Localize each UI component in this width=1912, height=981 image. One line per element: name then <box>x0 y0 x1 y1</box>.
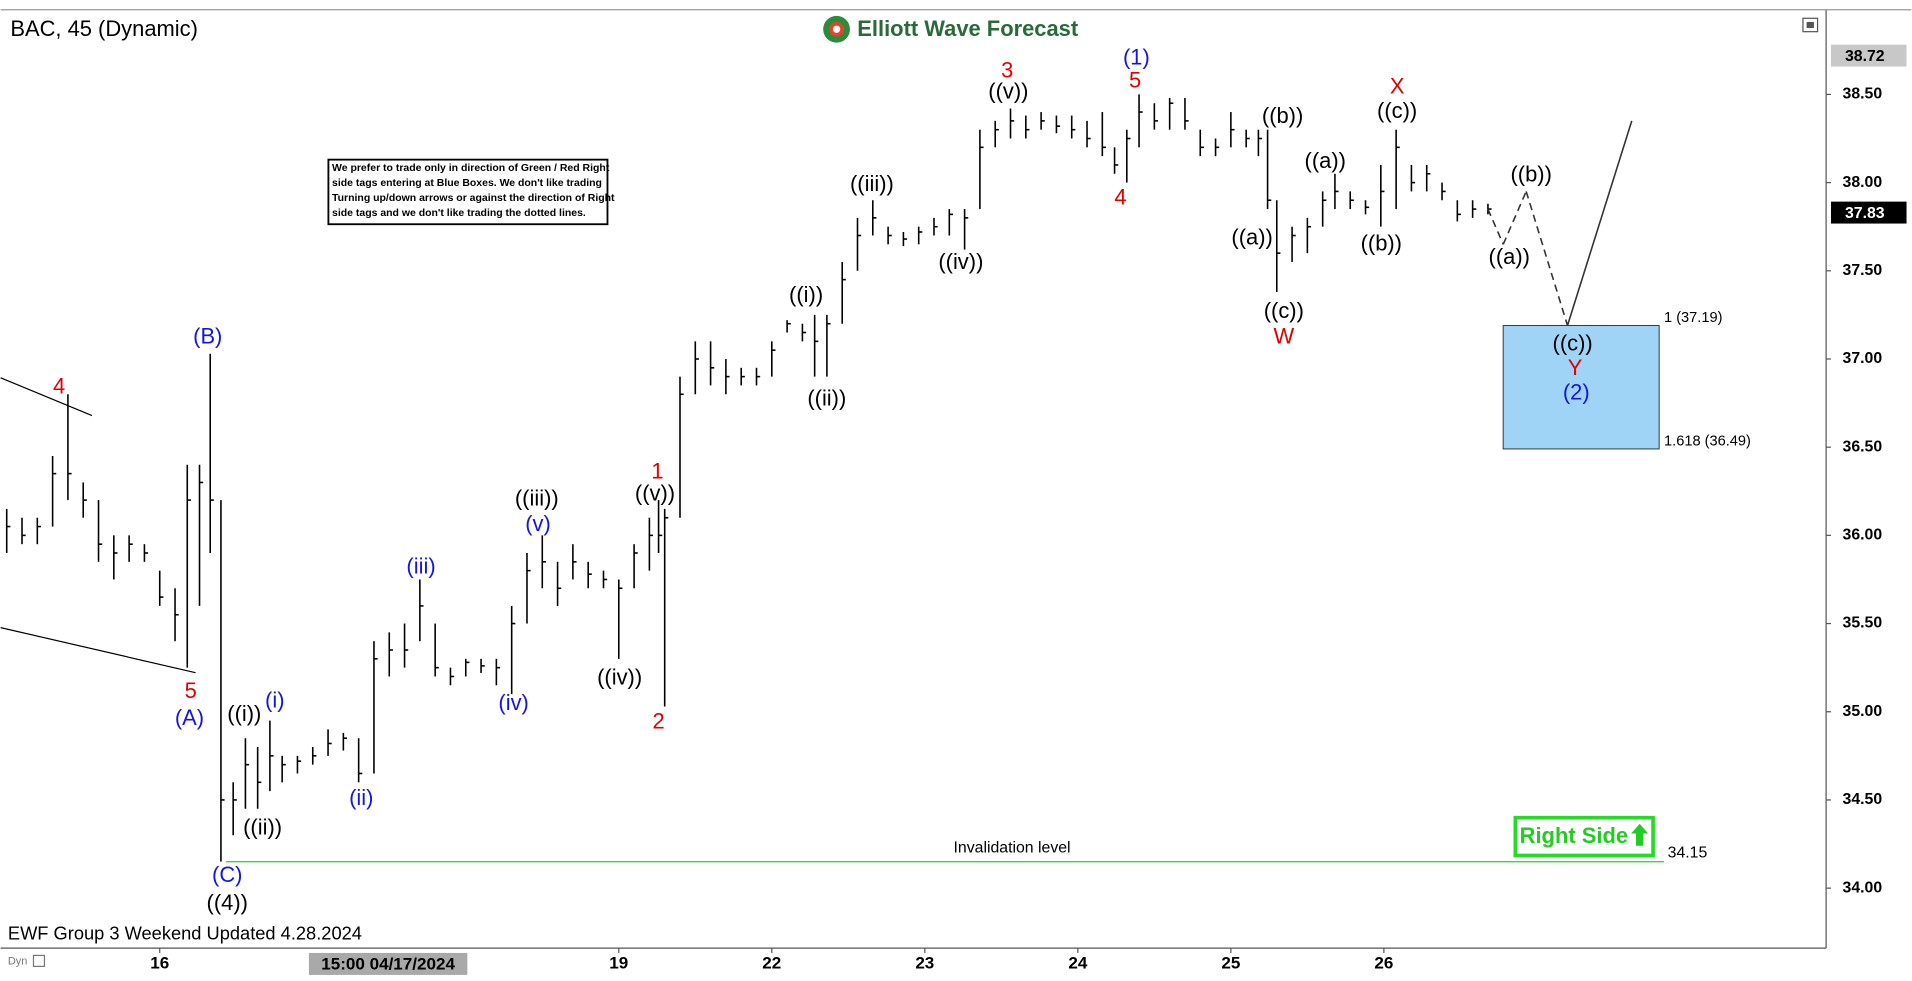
wave-label: ((v)) <box>988 78 1028 103</box>
wave-label: ((4)) <box>207 890 248 915</box>
wave-label: (i) <box>265 688 284 713</box>
target-zone <box>1502 324 1660 450</box>
wave-label: ((i)) <box>227 701 261 726</box>
right-side-tag <box>1513 815 1655 858</box>
y-tick-label: 34.50 <box>1843 791 1883 808</box>
wave-label: (2) <box>1563 379 1590 404</box>
invalidation-value: 34.15 <box>1668 844 1708 861</box>
wave-label: ((c)) <box>1553 331 1593 356</box>
y-tick-label: 36.50 <box>1843 438 1883 455</box>
x-tick-label: 24 <box>1068 953 1087 972</box>
y-tick-label: 34.00 <box>1843 879 1883 896</box>
note-line: side tags and we don't like trading the … <box>332 208 586 219</box>
wave-label: ((a)) <box>1305 148 1346 173</box>
y-tick-label: 35.50 <box>1843 615 1883 632</box>
crosshair-box <box>308 952 468 975</box>
wave-label: ((ii)) <box>807 386 846 411</box>
wave-label: (v) <box>525 511 551 536</box>
wave-label: 5 <box>185 678 197 703</box>
projection-segment <box>1502 191 1527 245</box>
note-line: Turning up/down arrows or against the di… <box>332 193 615 204</box>
wave-label: 4 <box>1114 184 1126 209</box>
wave-label: 2 <box>653 708 665 733</box>
wave-label: ((i)) <box>789 282 823 307</box>
x-tick-label: 25 <box>1221 953 1240 972</box>
wave-label: ((a)) <box>1489 244 1530 269</box>
window-icon[interactable] <box>1802 17 1819 33</box>
zone-label: 1 (37.19) <box>1664 310 1722 326</box>
wave-label: ((b)) <box>1361 231 1402 256</box>
y-tick-label: 37.00 <box>1843 350 1883 367</box>
wave-label: ((a)) <box>1231 225 1272 250</box>
logo-icon <box>832 25 841 33</box>
footer-small: Dyn <box>8 955 27 967</box>
window-icon[interactable] <box>1806 21 1814 29</box>
projection-segment <box>1525 191 1569 326</box>
y-tick-label: 37.50 <box>1843 262 1883 279</box>
up-arrow <box>1631 823 1649 846</box>
wave-label: ((iv)) <box>938 249 983 274</box>
wave-label: 4 <box>53 373 65 398</box>
wave-label: W <box>1273 323 1294 348</box>
small-icon <box>32 954 46 967</box>
wave-label: ((iv)) <box>597 665 642 690</box>
brand-logo: Elliott Wave Forecast <box>823 15 1079 43</box>
wave-label: (A) <box>175 705 204 730</box>
note-line: side tags entering at Blue Boxes. We don… <box>332 178 602 189</box>
wave-label: (1) <box>1123 44 1150 69</box>
y-tick-label: 38.00 <box>1843 174 1883 191</box>
chart-title: BAC, 45 (Dynamic) <box>10 16 198 41</box>
price-tag <box>1830 44 1907 67</box>
wave-label: ((iii)) <box>515 485 559 510</box>
wave-label: 3 <box>1001 58 1013 83</box>
x-tick-label: 16 <box>150 953 169 972</box>
wave-label: X <box>1390 74 1405 99</box>
projection-segment <box>1487 208 1504 245</box>
projection-segment <box>1566 120 1633 326</box>
right-side-label: Right Side <box>1520 823 1628 848</box>
wave-label: ((c)) <box>1377 98 1417 123</box>
crosshair-label: 15:00 04/17/2024 <box>321 955 455 974</box>
wave-label: 1 <box>651 459 663 484</box>
wave-label: (C) <box>212 862 242 887</box>
brand-name: Elliott Wave Forecast <box>857 16 1079 41</box>
wave-label: (iv) <box>498 690 528 715</box>
wave-label: ((iii)) <box>850 171 894 196</box>
x-tick-label: 26 <box>1374 953 1393 972</box>
wave-label: ((ii)) <box>243 814 282 839</box>
channel-line <box>0 377 93 417</box>
wave-label: 5 <box>1129 67 1141 92</box>
footer: EWF Group 3 Weekend Updated 4.28.2024 <box>8 923 362 944</box>
wave-label: Y <box>1568 355 1583 380</box>
note-text: We prefer to trade only in direction of … <box>332 163 615 219</box>
zone-label: 1.618 (36.49) <box>1664 433 1751 449</box>
wave-label: ((b)) <box>1510 161 1551 186</box>
price-tag-label: 37.83 <box>1845 205 1885 222</box>
y-tick-label: 38.50 <box>1843 86 1883 103</box>
wave-label: (ii) <box>349 785 373 810</box>
x-tick-label: 19 <box>609 953 628 972</box>
wave-label: (B) <box>193 323 222 348</box>
note-line: We prefer to trade only in direction of … <box>332 163 610 174</box>
price-tag <box>1830 201 1907 224</box>
x-tick-label: 22 <box>762 953 781 972</box>
y-tick-label: 35.00 <box>1843 703 1883 720</box>
channel-line <box>0 627 196 674</box>
invalidation-label: Invalidation level <box>954 839 1071 856</box>
wave-label: ((v)) <box>635 481 675 506</box>
wave-label: ((b)) <box>1262 103 1303 128</box>
wave-label: ((c)) <box>1264 298 1304 323</box>
price-tag-label: 38.72 <box>1845 48 1885 65</box>
y-tick-label: 36.00 <box>1843 527 1883 544</box>
note-box <box>327 158 609 226</box>
x-tick-label: 23 <box>915 953 934 972</box>
wave-label: (iii) <box>406 554 435 579</box>
